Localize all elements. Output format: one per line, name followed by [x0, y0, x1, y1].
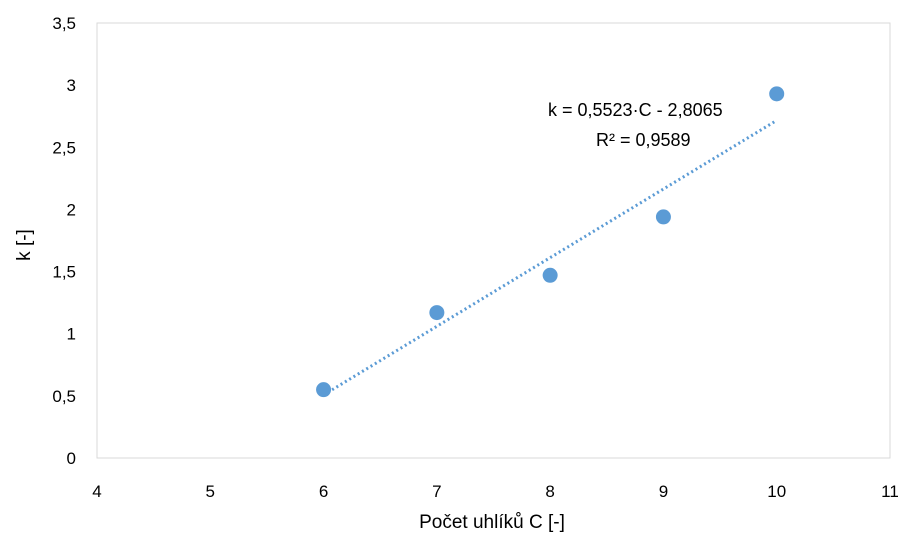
data-point — [316, 382, 332, 398]
trendline — [322, 119, 778, 397]
y-tick-label: 3,5 — [52, 14, 76, 33]
x-tick-labels: 4 5 6 7 8 9 10 11 — [92, 482, 899, 501]
x-tick-label: 6 — [319, 482, 328, 501]
y-tick-label: 2,5 — [52, 138, 76, 157]
data-points — [316, 86, 785, 398]
trendline-equation: k = 0,5523·C - 2,8065 — [548, 100, 723, 120]
data-point — [655, 209, 671, 225]
plot-frame — [96, 22, 891, 459]
x-tick-label: 4 — [92, 482, 101, 501]
x-tick-label: 7 — [432, 482, 441, 501]
y-tick-label: 0 — [67, 449, 76, 468]
x-tick-label: 10 — [767, 482, 786, 501]
y-tick-label: 2 — [67, 200, 76, 219]
y-tick-label: 3 — [67, 76, 76, 95]
y-tick-labels: 0 0,5 1 1,5 2 2,5 3 3,5 — [52, 14, 76, 468]
trendline-group — [322, 119, 778, 397]
x-tick-label: 11 — [881, 482, 899, 501]
y-tick-label: 1,5 — [52, 263, 76, 282]
plot-area — [96, 22, 891, 459]
x-tick-label: 5 — [206, 482, 215, 501]
y-tick-label: 1 — [67, 325, 76, 344]
x-tick-label: 9 — [659, 482, 668, 501]
data-point — [769, 86, 785, 102]
r-squared-label: R² = 0,9589 — [596, 130, 691, 150]
data-point — [542, 267, 558, 283]
data-point — [429, 305, 445, 321]
x-axis-title: Počet uhlíků C [-] — [419, 512, 565, 533]
y-axis-title: k [-] — [14, 229, 35, 261]
y-tick-label: 0,5 — [52, 387, 76, 406]
x-tick-label: 8 — [545, 482, 554, 501]
